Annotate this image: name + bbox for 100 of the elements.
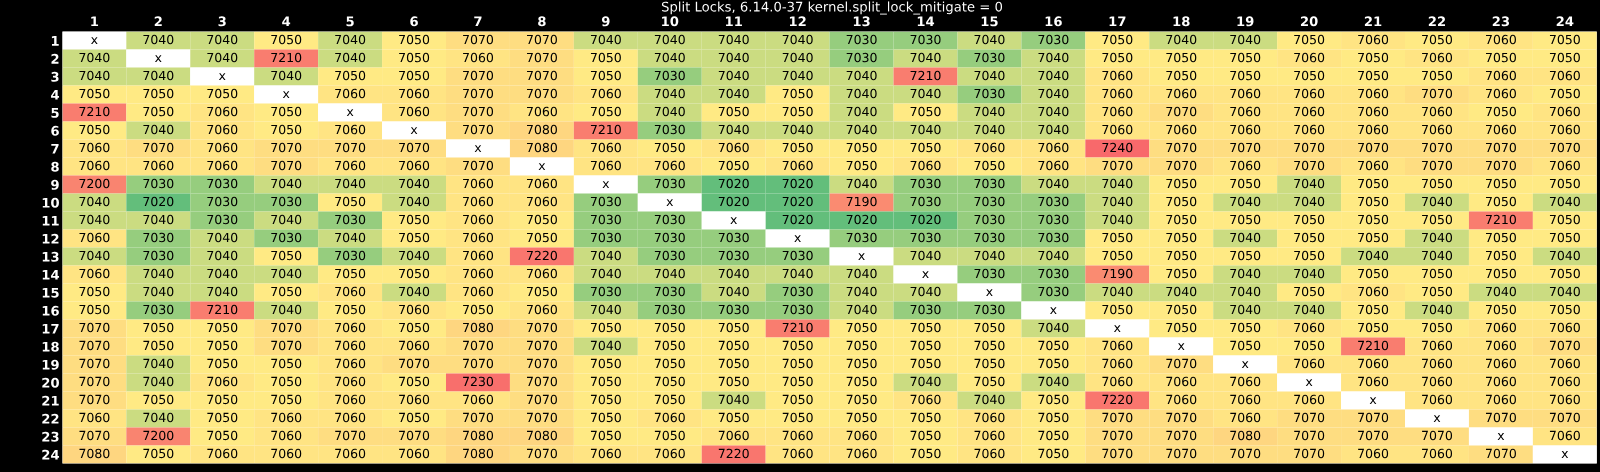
data-label: 7040 [590,268,621,279]
data-label: 7040 [718,52,749,63]
data-label: 7050 [1166,322,1197,333]
data-label: 7060 [590,142,621,153]
data-label: 7070 [1294,160,1325,171]
data-label: 7030 [271,232,302,243]
data-label: 7050 [1166,196,1197,207]
data-label: 7050 [1549,34,1580,45]
data-label: 7080 [463,430,494,441]
data-label: 7060 [1422,124,1453,135]
data-label: 7080 [79,448,110,459]
data-label: 7050 [1422,214,1453,225]
data-label: 7050 [910,142,941,153]
data-label: 7060 [1486,376,1516,387]
data-label: 7040 [1038,70,1069,81]
data-label: 7050 [1549,232,1580,243]
data-label: 7060 [1166,88,1197,99]
data-label: 7030 [910,232,941,243]
data-label: 7050 [590,394,621,405]
data-label: 7060 [271,448,302,459]
data-label: 7050 [271,250,302,261]
data-label: 7070 [1166,358,1197,369]
data-label: 7040 [1294,268,1325,279]
data-label: 7030 [1038,34,1069,45]
data-label: 7040 [1038,88,1069,99]
data-label: 7050 [1486,178,1516,189]
data-label: 7040 [782,268,813,279]
data-label: 7050 [143,394,174,405]
data-label: 7060 [654,448,685,459]
data-label: 7070 [271,160,302,171]
data-label: 7030 [910,34,941,45]
data-label: 7030 [335,250,366,261]
data-label: 7040 [1294,196,1325,207]
data-label: 7050 [1038,412,1069,423]
data-label: 7050 [271,394,302,405]
data-label: 7060 [463,286,494,297]
data-label: 7060 [1422,52,1453,63]
data-label: 7030 [846,52,877,63]
data-label: 7040 [1549,196,1580,207]
data-label: 7220 [718,448,749,459]
data-label: 7070 [79,394,110,405]
y-tick-label: 17 [42,323,59,334]
text: x [1113,325,1121,332]
data-label: 7050 [654,142,685,153]
data-label: 7060 [527,178,557,189]
data-label: 7030 [910,304,941,315]
data-label: 7050 [974,160,1005,171]
data-label: 7060 [1549,124,1580,135]
data-label: 7030 [590,232,621,243]
data-label: 7060 [79,268,110,279]
data-label: 7050 [1358,268,1389,279]
chart-title: Split Locks, 6.14.0-37 kernel.split_lock_mitigate = 0 [661,1,1003,15]
data-label: 7040 [590,250,621,261]
data-label: 7060 [1549,430,1580,441]
data-label: 7050 [1422,70,1453,81]
data-label: 7030 [143,250,174,261]
text: x [1241,361,1249,368]
data-label: 7060 [335,394,366,405]
data-label: 7070 [527,340,557,351]
data-label: 7060 [207,160,238,171]
data-label: 7050 [846,358,877,369]
data-label: 7070 [1102,448,1133,459]
data-label: 7060 [399,394,430,405]
data-label: 7030 [974,178,1005,189]
y-tick-label: 8 [51,161,59,172]
data-label: 7030 [654,178,685,189]
data-label: 7030 [782,304,813,315]
text: x [794,235,801,243]
data-label: 7050 [207,430,238,441]
data-label: 7060 [1294,358,1325,369]
data-label: 7210 [207,304,238,315]
y-tick-label: 12 [42,233,59,244]
data-label: 7050 [399,52,430,63]
data-label: 7050 [527,286,557,297]
data-label: 7060 [1549,160,1580,171]
data-label: 7050 [1230,340,1261,351]
text: x [1177,343,1185,350]
data-label: 7070 [1486,142,1516,153]
data-label: 7060 [846,448,877,459]
data-label: 7050 [846,160,877,171]
data-label: 7060 [1422,448,1453,459]
data-label: 7070 [463,34,494,45]
data-label: 7030 [846,34,877,45]
data-label: 7070 [1294,448,1325,459]
text: x [730,217,737,225]
data-label: 7050 [1294,214,1325,225]
data-label: 7050 [399,70,430,81]
data-label: 7030 [718,232,749,243]
data-label: 7070 [463,358,494,369]
data-label: 7060 [207,106,238,117]
data-label: 7040 [1038,250,1069,261]
data-label: 7050 [463,304,494,315]
data-label: 7050 [79,304,110,315]
data-label: 7050 [1422,286,1453,297]
data-label: 7050 [590,430,621,441]
data-label: 7070 [1422,160,1453,171]
data-label: 7060 [207,124,238,135]
data-label: 7050 [271,106,302,117]
x-tick-label: 20 [1300,16,1318,27]
data-label: 7050 [1166,52,1197,63]
